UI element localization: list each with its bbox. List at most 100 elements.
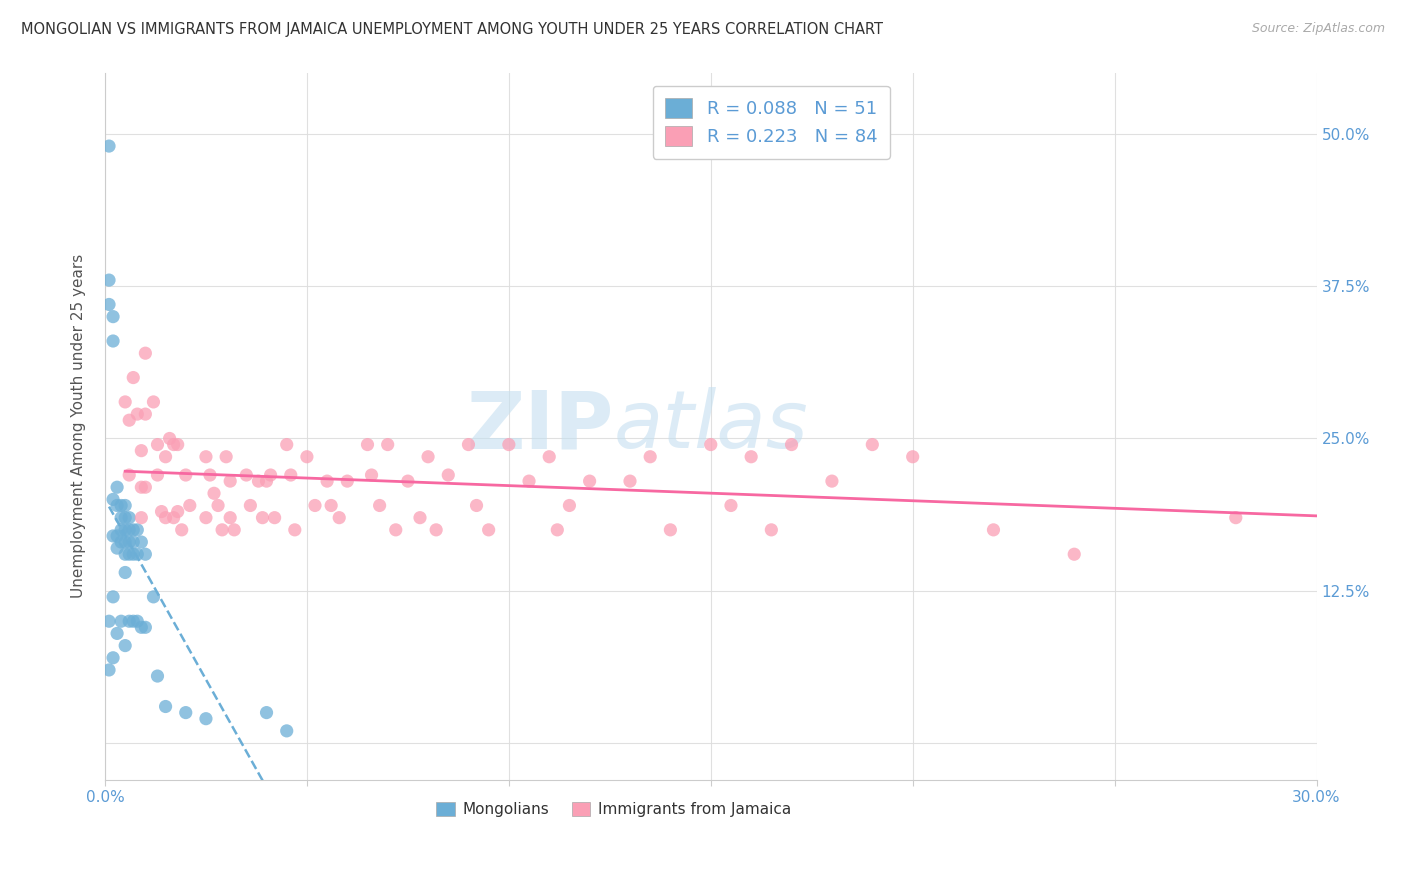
Point xyxy=(114,535,136,549)
Point xyxy=(98,663,121,677)
Point xyxy=(101,650,124,665)
Point xyxy=(114,566,136,580)
Point xyxy=(368,499,391,513)
Point xyxy=(321,499,343,513)
Point xyxy=(131,480,153,494)
Point xyxy=(384,523,406,537)
Point xyxy=(146,669,169,683)
Point xyxy=(465,499,488,513)
Point xyxy=(110,499,132,513)
Point xyxy=(356,437,378,451)
Point xyxy=(98,614,121,628)
Point xyxy=(142,395,165,409)
Point xyxy=(101,492,124,507)
Point xyxy=(284,523,307,537)
Point xyxy=(166,437,188,451)
Point xyxy=(131,510,153,524)
Point xyxy=(118,547,141,561)
Point xyxy=(146,437,169,451)
Point xyxy=(105,480,128,494)
Point xyxy=(122,535,145,549)
Point xyxy=(110,614,132,628)
Point xyxy=(127,614,149,628)
Point xyxy=(150,505,173,519)
Point xyxy=(114,510,136,524)
Point xyxy=(207,499,229,513)
Point xyxy=(328,510,350,524)
Point xyxy=(700,437,723,451)
Point xyxy=(1225,510,1247,524)
Point xyxy=(159,432,181,446)
Point xyxy=(761,523,783,537)
Point xyxy=(211,523,233,537)
Point xyxy=(114,547,136,561)
Point xyxy=(194,450,217,464)
Point xyxy=(101,310,124,324)
Point xyxy=(821,474,844,488)
Point xyxy=(105,541,128,555)
Point xyxy=(127,547,149,561)
Text: atlas: atlas xyxy=(614,387,808,466)
Point xyxy=(416,450,439,464)
Point xyxy=(457,437,479,451)
Point xyxy=(425,523,447,537)
Point xyxy=(235,468,257,483)
Point xyxy=(437,468,460,483)
Point xyxy=(134,480,156,494)
Point xyxy=(101,590,124,604)
Point xyxy=(202,486,225,500)
Point xyxy=(740,450,762,464)
Point xyxy=(114,395,136,409)
Point xyxy=(122,370,145,384)
Point xyxy=(276,723,298,738)
Point xyxy=(396,474,419,488)
Point xyxy=(638,450,661,464)
Point xyxy=(219,510,242,524)
Point xyxy=(122,523,145,537)
Point xyxy=(114,499,136,513)
Point xyxy=(131,535,153,549)
Point xyxy=(280,468,302,483)
Point xyxy=(780,437,803,451)
Point xyxy=(219,474,242,488)
Point xyxy=(409,510,432,524)
Point xyxy=(252,510,274,524)
Point xyxy=(166,505,188,519)
Point xyxy=(114,523,136,537)
Point xyxy=(110,510,132,524)
Legend: Mongolians, Immigrants from Jamaica: Mongolians, Immigrants from Jamaica xyxy=(429,795,799,825)
Point xyxy=(239,499,262,513)
Point xyxy=(118,614,141,628)
Text: ZIP: ZIP xyxy=(467,387,614,466)
Point xyxy=(860,437,883,451)
Point xyxy=(118,510,141,524)
Text: MONGOLIAN VS IMMIGRANTS FROM JAMAICA UNEMPLOYMENT AMONG YOUTH UNDER 25 YEARS COR: MONGOLIAN VS IMMIGRANTS FROM JAMAICA UNE… xyxy=(21,22,883,37)
Point xyxy=(558,499,581,513)
Y-axis label: Unemployment Among Youth under 25 years: Unemployment Among Youth under 25 years xyxy=(72,254,86,599)
Point xyxy=(163,510,186,524)
Point xyxy=(498,437,520,451)
Point xyxy=(127,523,149,537)
Point xyxy=(98,297,121,311)
Point xyxy=(134,407,156,421)
Point xyxy=(146,468,169,483)
Point xyxy=(659,523,682,537)
Point xyxy=(901,450,924,464)
Point xyxy=(1063,547,1085,561)
Point xyxy=(256,706,278,720)
Point xyxy=(118,523,141,537)
Point xyxy=(122,547,145,561)
Point xyxy=(114,639,136,653)
Point xyxy=(155,510,177,524)
Point xyxy=(194,712,217,726)
Point xyxy=(118,535,141,549)
Point xyxy=(131,443,153,458)
Point xyxy=(118,468,141,483)
Point xyxy=(163,437,186,451)
Point xyxy=(105,529,128,543)
Point xyxy=(155,699,177,714)
Point xyxy=(174,468,197,483)
Point xyxy=(110,535,132,549)
Point xyxy=(546,523,568,537)
Point xyxy=(131,620,153,634)
